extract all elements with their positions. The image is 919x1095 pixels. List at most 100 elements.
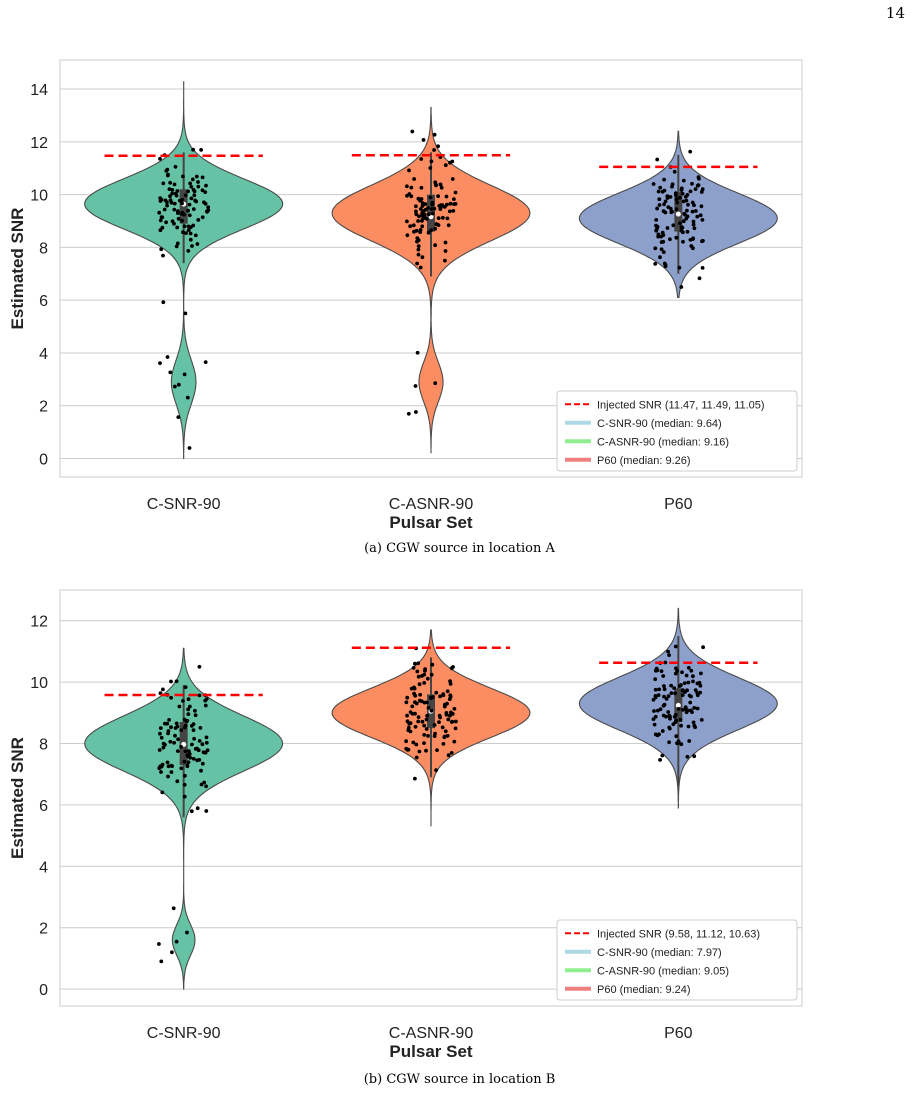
y-tick-label-6: 6 xyxy=(39,798,48,815)
data-point xyxy=(673,644,678,649)
data-point xyxy=(408,224,413,229)
data-point xyxy=(666,710,671,714)
data-point xyxy=(445,701,449,706)
data-point xyxy=(163,721,167,726)
data-point xyxy=(655,733,660,738)
data-point xyxy=(444,711,449,715)
data-point xyxy=(666,694,671,698)
data-point xyxy=(414,212,419,217)
data-point xyxy=(407,192,412,196)
figure-a: 0 2 4 6 8 10 12 14 C-SNR-90 C-ASNR-90 P60 Pulsar Se… xyxy=(0,40,919,540)
data-point xyxy=(182,794,187,799)
data-point xyxy=(443,249,448,253)
y-tick-label-4: 4 xyxy=(39,346,48,363)
data-point xyxy=(441,742,446,746)
data-point xyxy=(410,704,415,709)
data-point xyxy=(191,722,196,726)
strip-points-c-snr-90 xyxy=(157,664,210,964)
data-point xyxy=(453,190,458,195)
data-point xyxy=(417,749,422,754)
data-point xyxy=(413,693,418,698)
data-point xyxy=(411,666,416,670)
data-point xyxy=(172,740,177,745)
violin-chart-b: 0 2 4 6 8 10 12 C-SNR-90 C-ASNR-90 P60 Pulsar Set E… xyxy=(8,589,803,1060)
y-axis-title: Estimated SNR xyxy=(8,208,27,330)
data-point xyxy=(159,770,163,774)
data-point xyxy=(186,208,191,213)
data-point xyxy=(448,693,453,698)
data-point xyxy=(687,739,692,743)
data-point xyxy=(433,243,437,248)
data-point xyxy=(175,189,180,193)
data-point xyxy=(680,670,684,675)
median-marker-p60 xyxy=(675,702,681,708)
data-point xyxy=(191,147,196,152)
data-point xyxy=(187,749,191,753)
data-point xyxy=(161,181,166,186)
data-point xyxy=(688,700,693,705)
data-point xyxy=(172,207,177,212)
data-point xyxy=(657,203,662,207)
data-point xyxy=(415,350,420,355)
data-point xyxy=(420,255,425,260)
data-point xyxy=(413,776,417,781)
data-point xyxy=(189,809,194,814)
data-point xyxy=(404,700,409,705)
data-point xyxy=(158,196,163,201)
data-point xyxy=(655,227,659,231)
data-point xyxy=(420,204,425,208)
legend: Injected SNR (9.58, 11.12, 10.63) C-SNR-9… xyxy=(556,919,798,1001)
data-point xyxy=(685,688,689,693)
data-point xyxy=(690,181,694,186)
data-point xyxy=(171,906,176,911)
data-point xyxy=(690,200,695,205)
data-point xyxy=(698,213,703,218)
data-point xyxy=(175,225,180,230)
data-point xyxy=(203,190,208,195)
data-point xyxy=(680,693,685,697)
data-point xyxy=(447,209,452,214)
data-point xyxy=(165,203,170,208)
data-point xyxy=(418,698,422,703)
data-point xyxy=(173,164,178,169)
data-point xyxy=(655,157,660,162)
data-point xyxy=(658,707,663,712)
data-point xyxy=(672,169,677,174)
data-point xyxy=(445,689,450,694)
data-point xyxy=(198,726,203,730)
data-point xyxy=(168,180,173,185)
data-point xyxy=(180,201,184,206)
data-point xyxy=(691,219,696,224)
data-point xyxy=(653,695,658,700)
y-tick-label-2: 2 xyxy=(39,921,48,938)
data-point xyxy=(451,665,455,669)
data-point xyxy=(692,226,697,231)
data-point xyxy=(695,706,700,711)
data-point xyxy=(195,806,200,811)
data-point xyxy=(443,240,448,245)
data-point xyxy=(666,205,671,210)
data-point xyxy=(663,199,668,204)
data-point xyxy=(166,731,171,736)
data-point xyxy=(158,228,163,233)
data-point xyxy=(430,662,435,667)
data-point xyxy=(173,733,177,738)
data-point xyxy=(416,247,421,252)
data-point xyxy=(452,197,456,202)
data-point xyxy=(441,692,446,696)
data-point xyxy=(661,250,666,255)
data-point xyxy=(197,693,202,698)
data-point xyxy=(205,209,210,214)
data-point xyxy=(429,672,434,677)
data-point xyxy=(203,698,208,703)
data-point xyxy=(662,702,667,707)
data-point xyxy=(700,239,704,244)
data-point xyxy=(191,188,196,192)
data-point xyxy=(190,244,194,248)
data-point xyxy=(183,311,188,316)
data-point xyxy=(689,244,694,248)
data-point xyxy=(187,446,192,450)
data-point xyxy=(430,695,435,700)
data-point xyxy=(695,214,700,219)
data-point xyxy=(192,193,197,198)
